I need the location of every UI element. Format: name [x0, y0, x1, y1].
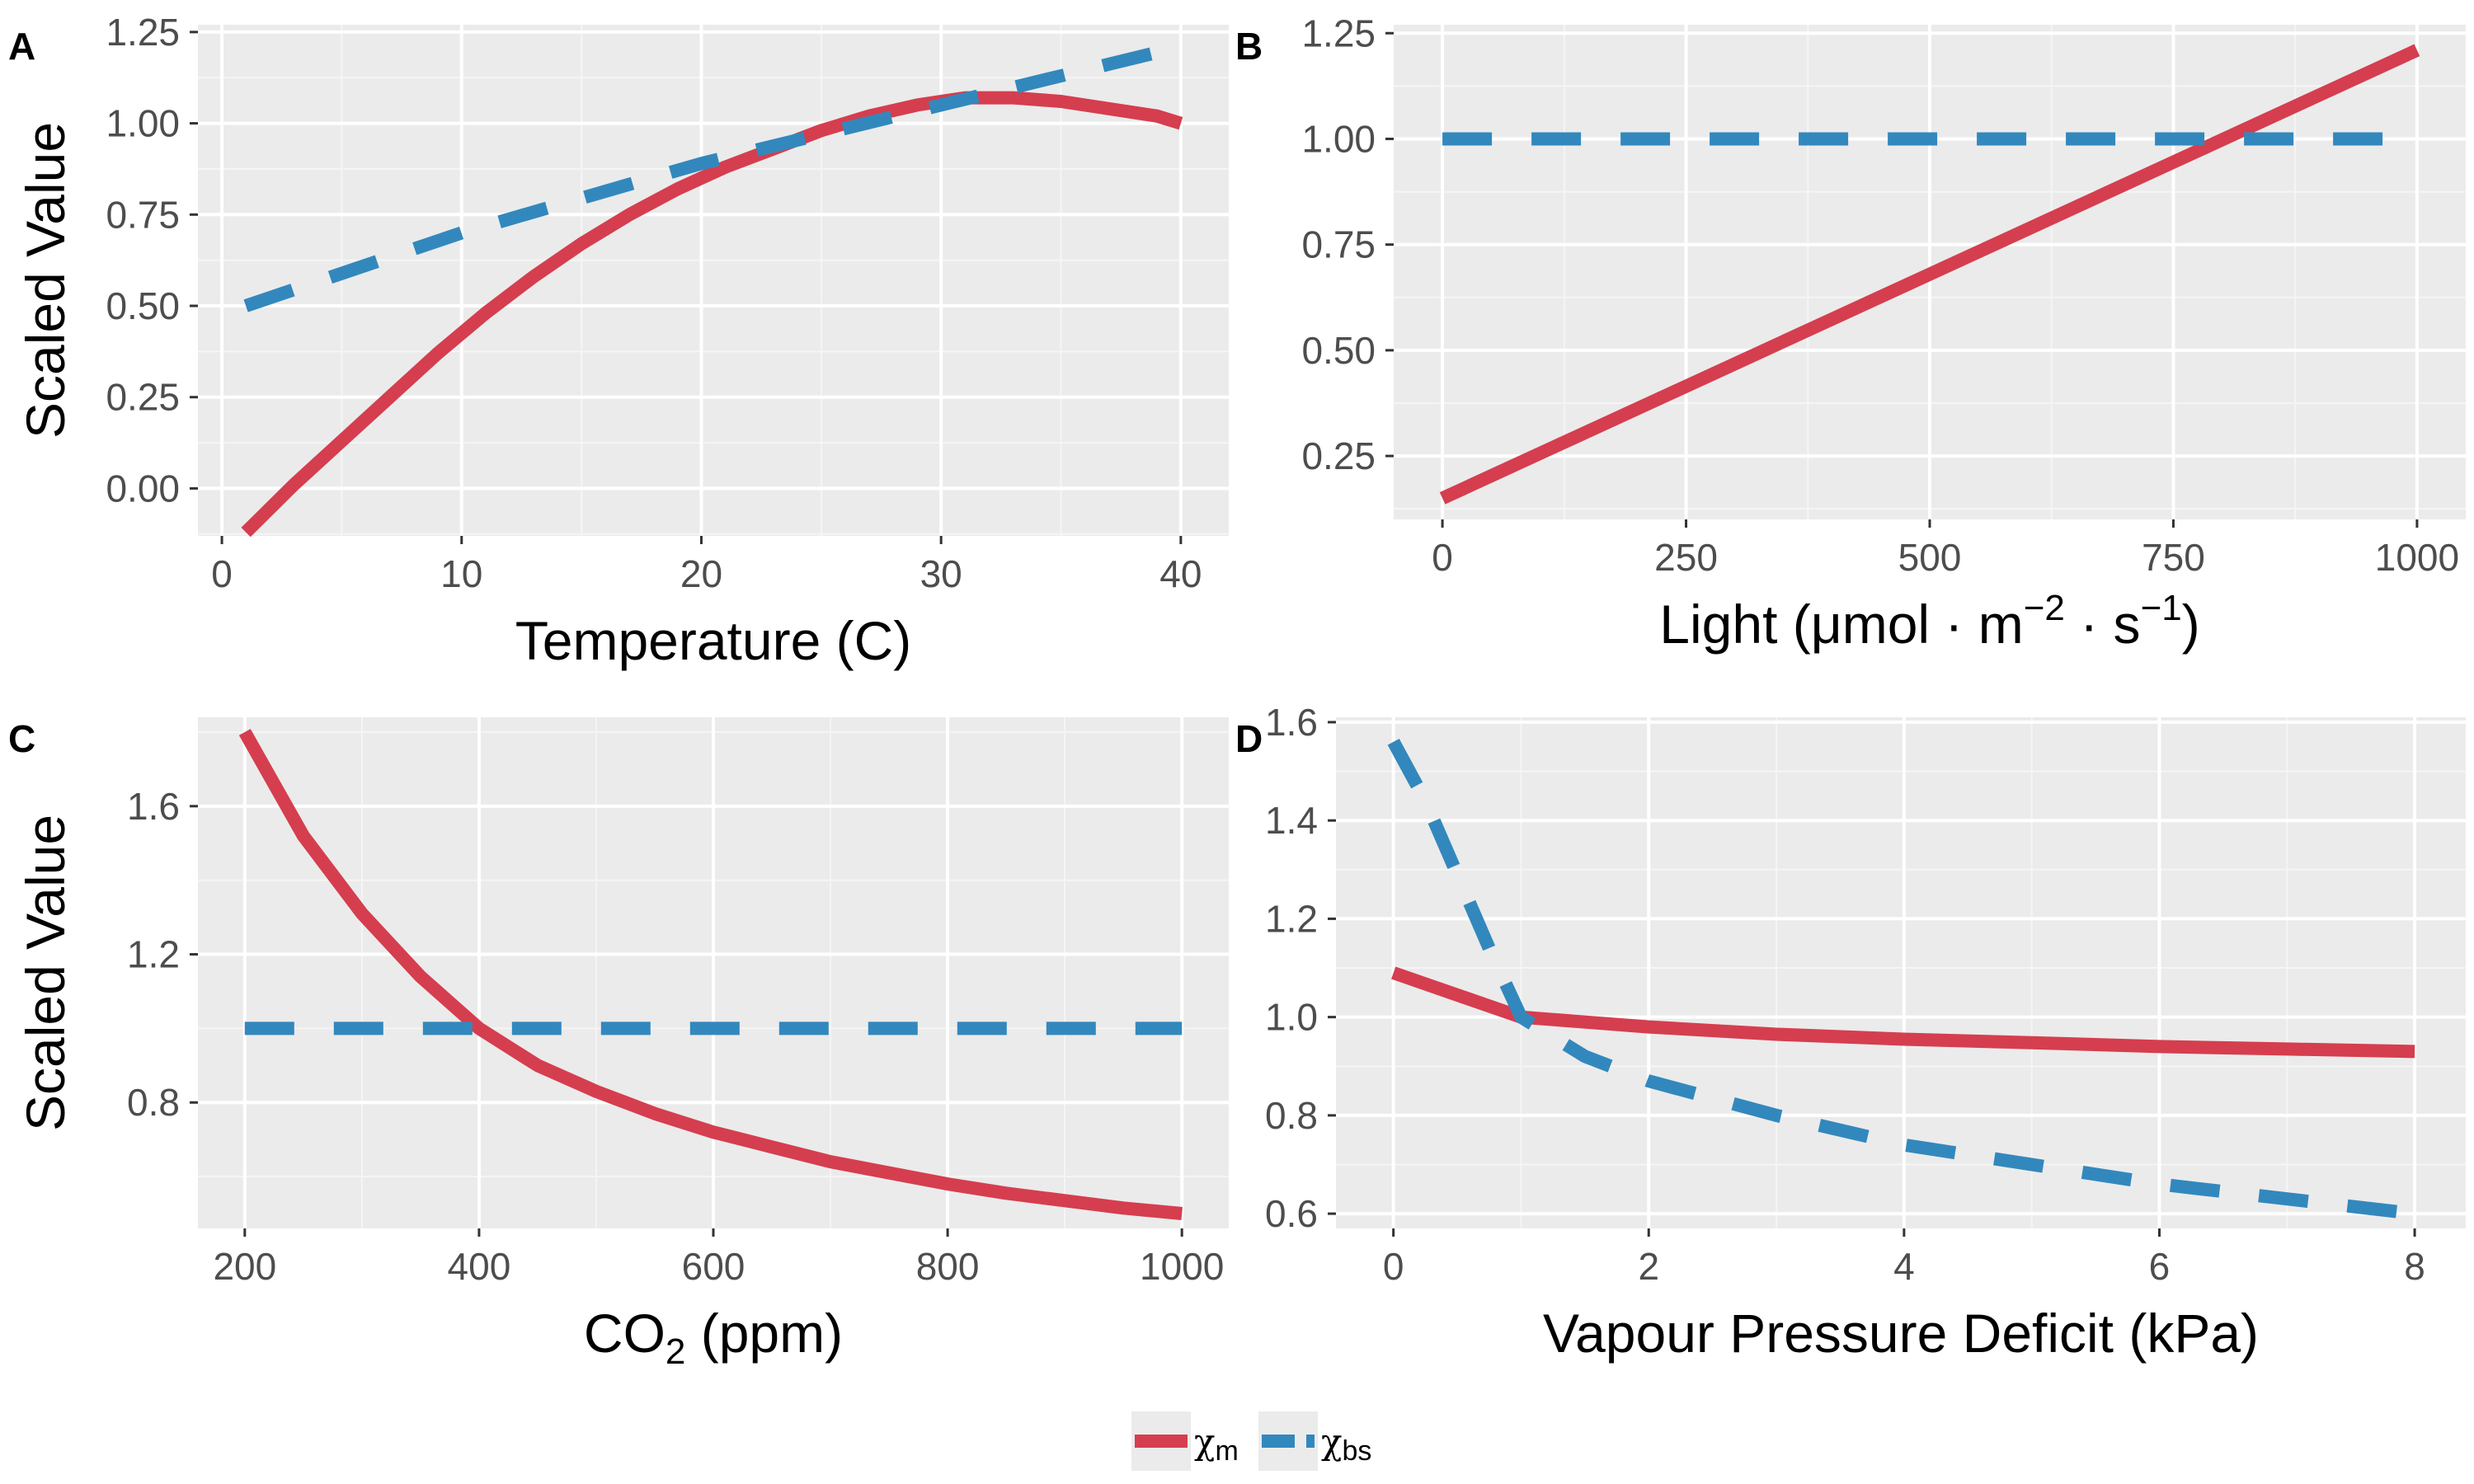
series-line-chi-m [1391, 966, 2415, 1059]
legend-label: χm [1194, 1421, 1239, 1467]
panel-tag: C [8, 717, 35, 760]
y-axis-title: Scaled Value [15, 815, 76, 1131]
x-tick-label: 0 [211, 552, 233, 595]
x-axis-title-superscript: −2 [2024, 588, 2065, 628]
y-tick-label: 1.00 [1301, 117, 1376, 160]
y-tick-label: 0.8 [1265, 1094, 1318, 1137]
x-tick-label: 200 [213, 1245, 276, 1288]
x-axis-title-unit: ) [2182, 594, 2200, 655]
panel-tag: D [1235, 717, 1263, 760]
x-axis-title-text: CO [584, 1303, 666, 1364]
series-line-chi-m [238, 729, 1183, 1220]
legend-label-symbol: χ [1194, 1421, 1215, 1462]
panel-a: 0 10 20 30 40 0.00 0.25 0.50 0.75 1.00 1.25 A Temper… [8, 11, 1229, 671]
y-tick-label: 1.25 [1301, 12, 1376, 54]
x-tick-label: 6 [2149, 1245, 2171, 1288]
panel-c: 200 400 600 800 1000 0.8 1.2 1.6 C CO2 (ppm) Scale… [8, 717, 1229, 1372]
x-tick-label: 0 [1383, 1245, 1404, 1288]
y-axis-title: Scaled Value [15, 122, 76, 439]
y-tick-label: 0.25 [106, 376, 180, 419]
x-tick-label: 2 [1638, 1245, 1659, 1288]
legend-label-subscript: bs [1342, 1435, 1371, 1467]
x-axis-title-unit: μmol · m [1811, 594, 2024, 655]
y-tick-label: 1.25 [106, 11, 180, 54]
y-tick-label: 0.50 [106, 284, 180, 327]
x-tick-label: 800 [916, 1245, 980, 1288]
x-axis-title-unit: · s [2065, 594, 2141, 655]
series-line-chi-bs [243, 40, 1183, 312]
panel-background [1336, 717, 2466, 1228]
x-tick-label: 30 [920, 552, 962, 595]
x-tick-label: 400 [448, 1245, 511, 1288]
y-tick-label: 1.2 [1265, 897, 1318, 940]
x-axis-title: Light (μmol · m−2 · s−1) [1659, 588, 2199, 655]
x-axis-title-text: Temperature (C) [515, 610, 911, 671]
x-tick-label: 40 [1159, 552, 1202, 595]
panel-tag: B [1235, 25, 1263, 68]
y-tick-label: 1.2 [127, 933, 180, 976]
x-tick-label: 500 [1898, 536, 1962, 579]
x-tick-label: 20 [680, 552, 722, 595]
panel-tag: A [8, 25, 35, 68]
series-line-chi-m [1439, 44, 2420, 505]
x-axis-title: Temperature (C) [515, 610, 911, 671]
x-tick-label: 10 [440, 552, 482, 595]
x-tick-label: 0 [1432, 536, 1453, 579]
x-tick-label: 600 [682, 1245, 745, 1288]
y-tick-label: 1.6 [127, 785, 180, 828]
x-tick-label: 250 [1654, 536, 1718, 579]
legend-label-subscript: m [1215, 1435, 1238, 1467]
series-line-chi-m [241, 91, 1183, 538]
y-tick-label: 0.75 [1301, 223, 1376, 266]
x-tick-label: 8 [2404, 1245, 2425, 1288]
series-line-chi-bs [1387, 738, 2416, 1221]
y-tick-label: 1.4 [1265, 799, 1318, 842]
y-tick-label: 0.25 [1301, 434, 1376, 477]
x-axis-title: CO2 (ppm) [584, 1303, 843, 1372]
y-tick-label: 0.00 [106, 467, 180, 510]
x-axis-title-text: Vapour Pressure Deficit (kPa) [1543, 1303, 2259, 1364]
legend-label-symbol: χ [1321, 1421, 1342, 1462]
x-axis-title-superscript: −1 [2141, 588, 2182, 628]
x-tick-label: 1000 [1140, 1245, 1224, 1288]
panel-d: 0 2 4 6 8 0.6 0.8 1.0 1.2 1.4 1.6D Vapour Pressure … [1235, 701, 2466, 1364]
x-axis-title: Vapour Pressure Deficit (kPa) [1543, 1303, 2259, 1364]
legend-label: χbs [1321, 1421, 1371, 1467]
x-tick-label: 4 [1893, 1245, 1915, 1288]
y-tick-label: 0.6 [1265, 1192, 1318, 1235]
panel-b: 0 250 500 750 1000 0.25 0.50 0.75 1.00 1.25 B Light… [1235, 12, 2466, 655]
x-axis-title-rest: (ppm) [685, 1303, 843, 1364]
y-tick-label: 1.0 [1265, 996, 1318, 1039]
x-axis-title-subscript: 2 [666, 1331, 685, 1372]
x-tick-label: 1000 [2375, 536, 2459, 579]
x-tick-label: 750 [2142, 536, 2205, 579]
y-tick-label: 0.8 [127, 1081, 180, 1124]
y-tick-label: 0.50 [1301, 329, 1376, 372]
x-axis-title-text: Light ( [1659, 594, 1810, 655]
legend: χm χbs [1131, 1411, 1371, 1471]
y-tick-label: 0.75 [106, 193, 180, 236]
panel-background [198, 25, 1229, 536]
y-tick-label: 1.6 [1265, 701, 1318, 744]
y-tick-label: 1.00 [106, 102, 180, 145]
